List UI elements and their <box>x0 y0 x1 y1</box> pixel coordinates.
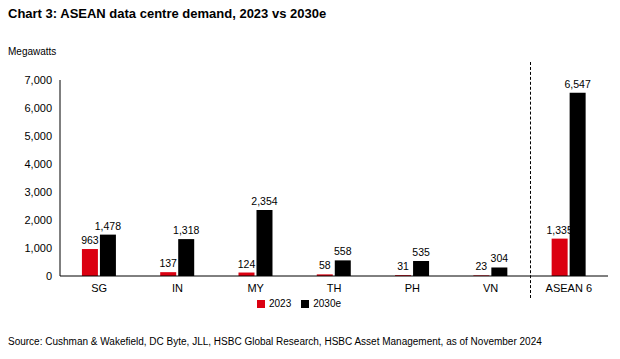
svg-text:PH: PH <box>405 282 420 294</box>
svg-text:124: 124 <box>238 258 256 270</box>
svg-text:1,000: 1,000 <box>24 242 52 254</box>
svg-text:558: 558 <box>334 245 352 257</box>
svg-text:137: 137 <box>159 257 177 269</box>
svg-text:31: 31 <box>397 260 409 272</box>
svg-text:3,000: 3,000 <box>24 186 52 198</box>
svg-text:1,335: 1,335 <box>546 224 572 236</box>
svg-text:TH: TH <box>327 282 342 294</box>
svg-text:VN: VN <box>483 282 498 294</box>
svg-text:MY: MY <box>247 282 264 294</box>
svg-text:6,000: 6,000 <box>24 102 52 114</box>
html-text:Chart 3: ASEAN data centre dem: Chart 3: ASEAN data centre demand, 2023 … <box>8 6 327 21</box>
svg-text:2,000: 2,000 <box>24 214 52 226</box>
svg-text:304: 304 <box>491 252 509 264</box>
svg-text:7,000: 7,000 <box>24 74 52 86</box>
svg-text:6,547: 6,547 <box>564 78 590 90</box>
svg-text:963: 963 <box>81 234 99 246</box>
svg-text:1,318: 1,318 <box>173 224 199 236</box>
svg-text:1,478: 1,478 <box>95 220 121 232</box>
svg-text:2,354: 2,354 <box>251 195 277 207</box>
svg-text:4,000: 4,000 <box>24 158 52 170</box>
svg-text:0: 0 <box>46 270 52 282</box>
svg-text:5,000: 5,000 <box>24 130 52 142</box>
html-text:2030e: 2030e <box>313 298 341 309</box>
svg-text:23: 23 <box>476 260 488 272</box>
svg-text:IN: IN <box>172 282 183 294</box>
svg-text:535: 535 <box>412 246 430 258</box>
svg-text:ASEAN 6: ASEAN 6 <box>546 282 592 294</box>
html-text:Source: Cushman & Wakefield, D: Source: Cushman & Wakefield, DC Byte, JL… <box>8 336 542 347</box>
html-text:Megawatts: Megawatts <box>8 46 57 57</box>
svg-text:58: 58 <box>319 259 331 271</box>
html-text:2023: 2023 <box>269 298 292 309</box>
svg-text:SG: SG <box>91 282 107 294</box>
